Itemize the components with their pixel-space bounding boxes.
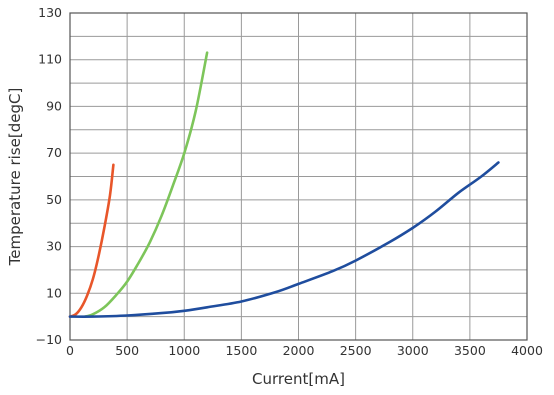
x-tick-label: 500 [115, 343, 139, 358]
y-tick-label: 10 [46, 285, 62, 300]
y-tick-labels: −10 10 30 50 70 90 110 130 [36, 5, 62, 347]
x-axis-title: Current[mA] [252, 370, 345, 388]
y-tick-label: 130 [38, 5, 62, 20]
gridlines [69, 12, 528, 341]
x-tick-label: 3500 [454, 343, 486, 358]
x-tick-label: 1000 [168, 343, 200, 358]
y-axis-title: Temperature rise[degC] [6, 88, 24, 267]
x-tick-labels: 0 500 1000 1500 2000 2500 3000 3500 4000 [66, 343, 543, 358]
series-line-2 [83, 51, 209, 318]
x-tick-label: 3000 [397, 343, 429, 358]
x-tick-label: 2500 [340, 343, 372, 358]
plot-border [69, 12, 528, 341]
x-tick-label: 1500 [225, 343, 257, 358]
y-tick-label: 50 [46, 192, 62, 207]
y-tick-label: 30 [46, 239, 62, 254]
x-tick-label: 4000 [511, 343, 543, 358]
y-tick-label: 90 [46, 98, 62, 113]
series-lines [68, 51, 500, 318]
series-line-3 [68, 161, 500, 318]
x-tick-label: 0 [66, 343, 74, 358]
y-tick-label: 70 [46, 145, 62, 160]
x-tick-label: 2000 [283, 343, 315, 358]
plot-frame [69, 12, 528, 341]
y-tick-label: 110 [38, 52, 62, 67]
series-line-1 [68, 163, 115, 318]
y-tick-label: −10 [36, 332, 62, 347]
